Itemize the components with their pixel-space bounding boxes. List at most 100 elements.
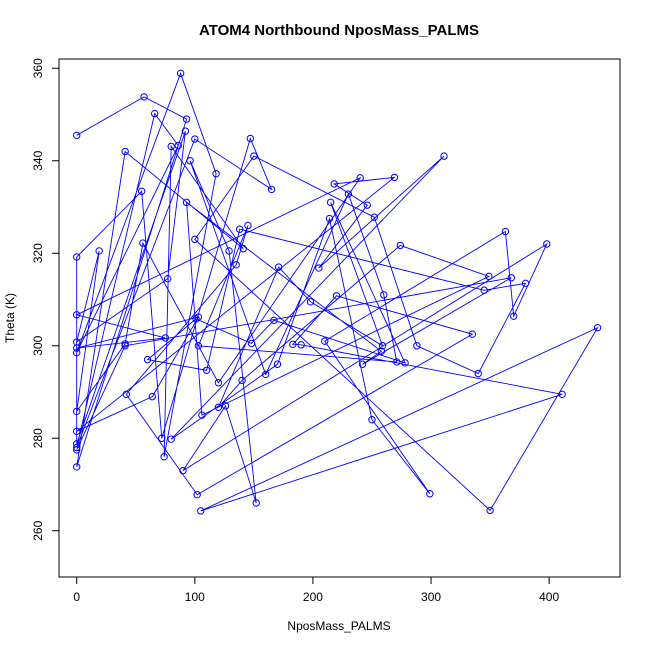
data-point-14 (191, 135, 199, 143)
data-point-59 (194, 342, 203, 350)
y-tick-label: 360 (31, 58, 45, 78)
data-point-30 (73, 311, 81, 319)
data-point-52 (252, 499, 260, 507)
x-axis-label: NposMass_PALMS (287, 619, 390, 633)
data-point-3 (73, 463, 81, 471)
data-point-57 (380, 291, 388, 299)
x-tick-label: 100 (185, 590, 205, 604)
plot-frame (58, 58, 621, 578)
data-point-38 (363, 201, 371, 209)
data-point-56 (344, 190, 353, 198)
data-point-100 (73, 446, 81, 454)
x-tick-label: 300 (421, 590, 441, 604)
data-point-66 (289, 340, 297, 349)
y-tick-label: 300 (31, 335, 45, 355)
data-point-22 (163, 274, 172, 283)
data-point-62 (122, 390, 131, 399)
data-point-80 (202, 366, 211, 374)
data-point-32 (73, 344, 81, 352)
y-tick-label: 340 (31, 150, 45, 170)
data-point-95 (182, 198, 191, 207)
data-point-84 (270, 316, 278, 325)
x-tick-label: 0 (73, 590, 80, 604)
data-point-87 (378, 342, 387, 350)
data-point-63 (193, 490, 201, 499)
data-point-78 (480, 286, 488, 294)
data-point-7 (160, 453, 168, 461)
data-point-34 (148, 392, 157, 401)
data-point-90 (214, 403, 223, 411)
data-point-77 (521, 279, 530, 288)
data-point-74 (370, 213, 379, 221)
data-point-54 (186, 157, 194, 165)
data-point-94 (198, 411, 206, 419)
data-point-39 (315, 264, 323, 272)
data-point-49 (543, 240, 551, 248)
data-point-19 (73, 253, 81, 261)
data-point-69 (197, 507, 205, 515)
data-point-68 (558, 390, 566, 399)
data-point-86 (326, 198, 335, 207)
data-point-21 (181, 127, 190, 135)
data-series (73, 69, 602, 515)
y-tick-label: 280 (31, 428, 45, 448)
data-point-93 (485, 272, 493, 281)
series-line (75, 71, 599, 512)
data-point-45 (426, 490, 434, 498)
data-point-51 (221, 402, 230, 410)
data-point-35 (73, 427, 81, 436)
y-tick-label: 320 (31, 243, 45, 263)
data-point-16 (246, 134, 255, 143)
data-point-1 (140, 93, 148, 101)
data-point-11 (174, 141, 182, 150)
chart-title: ATOM4 Northbound NposMass_PALMS (199, 22, 479, 39)
data-point-72 (191, 235, 199, 244)
data-point-12 (150, 109, 159, 118)
data-point-47 (501, 227, 510, 236)
data-point-40 (440, 152, 448, 160)
data-point-44 (368, 416, 376, 424)
data-point-28 (214, 379, 223, 387)
data-point-10 (73, 348, 81, 357)
data-point-53 (225, 247, 233, 255)
data-point-55 (261, 370, 270, 379)
data-point-64 (468, 330, 477, 338)
data-point-73 (250, 152, 258, 160)
data-point-81 (143, 355, 152, 364)
data-point-60 (244, 221, 252, 230)
data-point-99 (121, 342, 129, 350)
data-point-41 (167, 435, 175, 443)
y-tick-label: 260 (31, 520, 45, 540)
y-axis-label: Theta (K) (3, 293, 17, 343)
data-point-48 (510, 312, 518, 320)
data-point-29 (356, 174, 364, 182)
data-point-9 (176, 69, 185, 78)
y-axis: 260 280 300 320 340 360 (31, 58, 60, 541)
data-point-4 (121, 147, 129, 156)
data-point-79 (236, 225, 244, 233)
data-point-0 (73, 131, 81, 140)
data-point-43 (325, 214, 334, 223)
x-tick-label: 400 (539, 590, 559, 604)
data-point-5 (239, 244, 247, 253)
data-point-2 (182, 115, 191, 123)
data-point-83 (247, 339, 256, 348)
data-point-91 (238, 376, 246, 385)
data-point-24 (95, 247, 103, 255)
data-point-18 (137, 187, 146, 195)
data-point-85 (401, 359, 409, 367)
data-point-50 (179, 466, 187, 475)
data-point-71 (486, 506, 494, 515)
data-point-70 (593, 324, 602, 332)
x-axis: 0 100 200 300 400 (73, 576, 559, 604)
data-point-92 (396, 241, 405, 250)
data-point-96 (377, 347, 386, 355)
data-point-98 (507, 274, 516, 282)
data-point-46 (321, 337, 329, 345)
data-point-25 (73, 407, 81, 416)
data-point-58 (393, 358, 401, 366)
data-point-37 (330, 180, 338, 188)
data-point-88 (306, 298, 315, 306)
data-point-27 (139, 239, 147, 247)
